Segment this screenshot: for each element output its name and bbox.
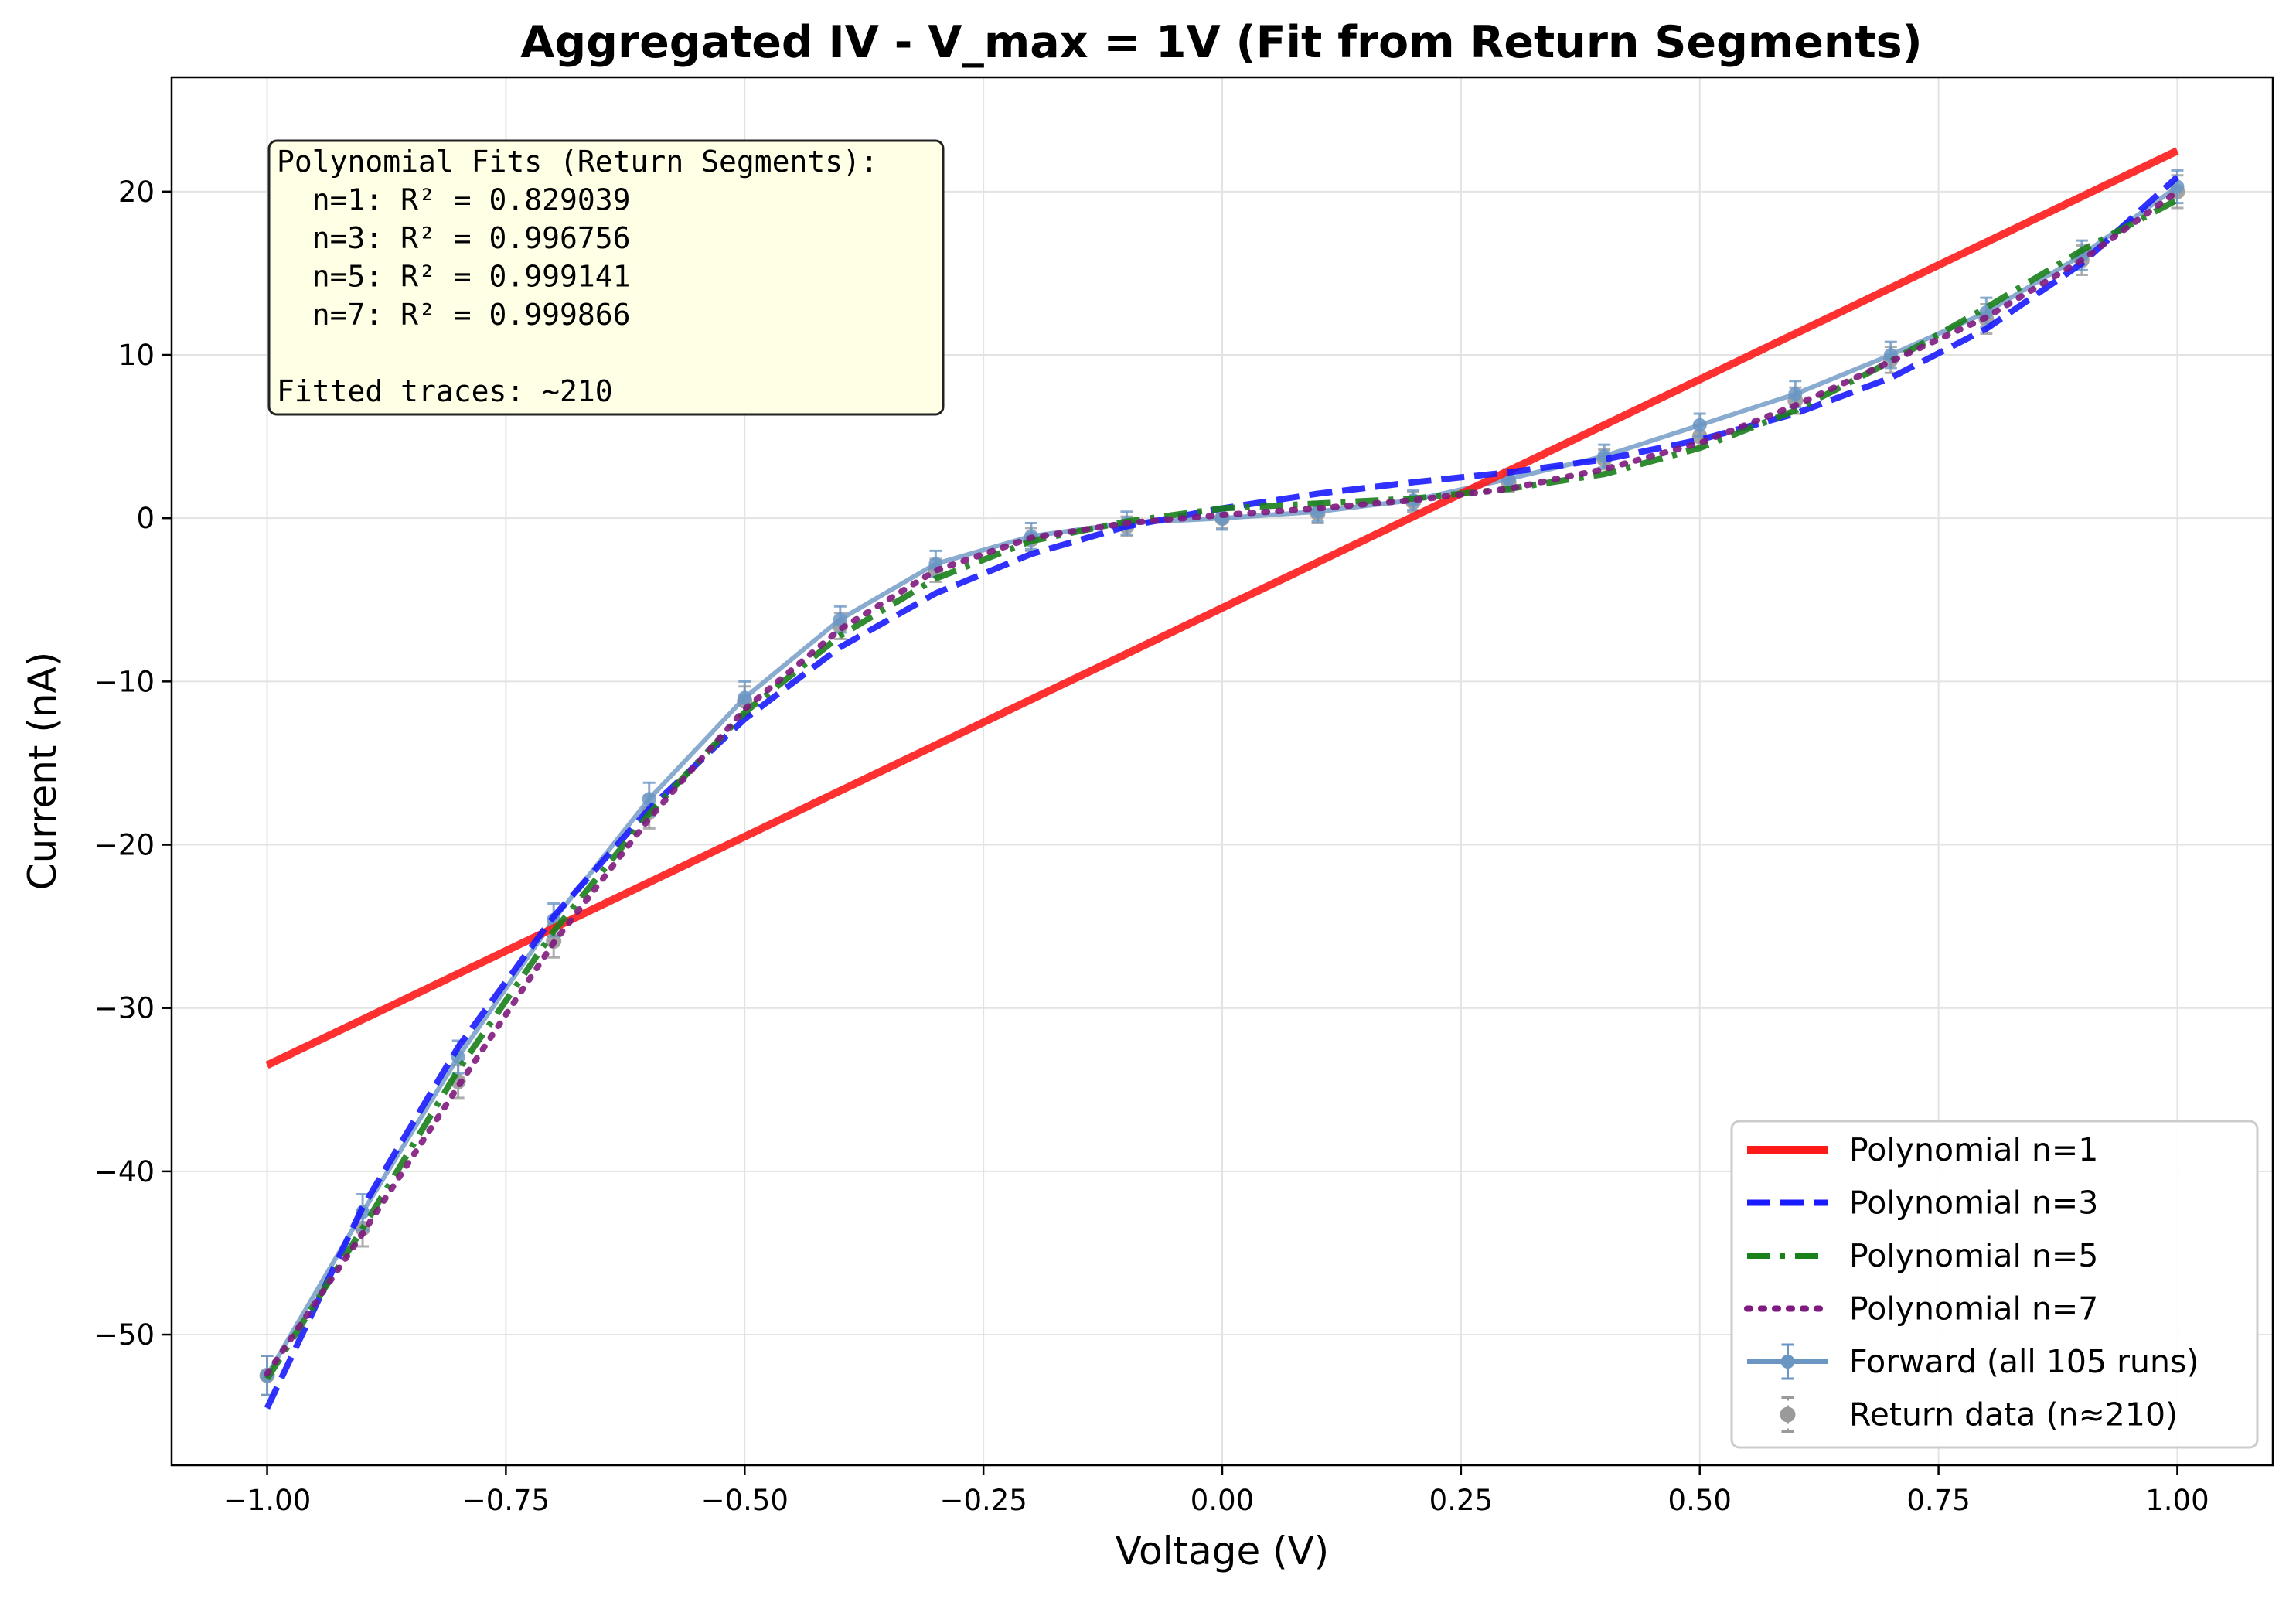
x-tick-label: 0.75 [1906, 1484, 1970, 1517]
x-tick-label: 0.25 [1429, 1484, 1493, 1517]
data-point [1692, 418, 1707, 432]
legend: Polynomial n=1 Polynomial n=3 Polynomial n… [1730, 1120, 2259, 1449]
fit-summary-line: Fitted traces: ~210 [277, 374, 613, 408]
y-tick-label: 0 [136, 502, 155, 535]
y-tick-label: −40 [94, 1155, 155, 1188]
y-tick-label: −30 [94, 992, 155, 1025]
y-tick-label: −10 [94, 665, 155, 698]
legend-label: Polynomial n=7 [1849, 1290, 2098, 1328]
plot-area [259, 147, 2185, 1410]
series-polynomial-n-7 [264, 188, 2181, 1377]
legend-swatch-marker [1780, 1406, 1796, 1423]
fit-summary-line: n=3: R² = 0.996756 [277, 221, 631, 255]
x-tick-label: −0.25 [939, 1484, 1027, 1517]
data-point [833, 612, 847, 627]
legend-label: Forward (all 105 runs) [1849, 1343, 2199, 1380]
data-point [642, 792, 656, 806]
fit-summary-line: n=1: R² = 0.829039 [277, 183, 631, 217]
legend-frame [1730, 1120, 2259, 1449]
fit-summary-line: n=5: R² = 0.999141 [277, 260, 631, 294]
legend-item: Polynomial n=1 [1747, 1131, 2098, 1168]
legend-label: Polynomial n=3 [1849, 1185, 2098, 1222]
legend-item: Return data (n≈210) [1780, 1396, 2178, 1434]
y-tick-label: 20 [118, 176, 155, 209]
axis-ticks: −1.00 −0.75 −0.50 −0.25 0.00 0.25 0.50 0.75 1.00… [94, 176, 2209, 1517]
x-tick-label: 1.00 [2145, 1484, 2209, 1517]
series-polynomial-n-5 [264, 196, 2179, 1381]
x-tick-label: −0.75 [462, 1484, 550, 1517]
legend-item: Forward (all 105 runs) [1747, 1343, 2199, 1380]
y-tick-label: −20 [94, 829, 155, 862]
data-point [1788, 387, 1803, 401]
data-point [738, 690, 752, 705]
fit-summary-box: Polynomial Fits (Return Segments): n=1: … [267, 139, 945, 416]
y-tick-label: 10 [118, 339, 155, 372]
x-tick-label: −1.00 [223, 1484, 311, 1517]
legend-label: Return data (n≈210) [1849, 1396, 2178, 1434]
chart-title: Aggregated IV - V_max = 1V (Fit from Ret… [520, 17, 1922, 68]
legend-item: Polynomial n=5 [1747, 1237, 2098, 1274]
legend-item: Polynomial n=7 [1744, 1290, 2098, 1328]
fit-line [264, 188, 2181, 1377]
y-axis-label: Current (nA) [20, 652, 65, 891]
y-tick-label: −50 [94, 1318, 155, 1352]
x-tick-label: −0.50 [701, 1484, 789, 1517]
legend-swatch-marker [1780, 1355, 1795, 1369]
fit-line [265, 147, 2179, 1069]
x-tick-label: 0.50 [1668, 1484, 1732, 1517]
fit-line [264, 196, 2179, 1381]
legend-label: Polynomial n=5 [1849, 1237, 2098, 1274]
legend-label: Polynomial n=1 [1849, 1131, 2098, 1168]
fit-summary-line: Polynomial Fits (Return Segments): [277, 145, 878, 179]
series-polynomial-n-1 [265, 147, 2179, 1069]
fit-summary-line: n=7: R² = 0.999866 [277, 298, 631, 332]
legend-item: Polynomial n=3 [1747, 1185, 2098, 1222]
fit-summary-background [267, 139, 945, 416]
x-tick-label: 0.00 [1191, 1484, 1254, 1517]
x-axis-label: Voltage (V) [1116, 1529, 1330, 1573]
